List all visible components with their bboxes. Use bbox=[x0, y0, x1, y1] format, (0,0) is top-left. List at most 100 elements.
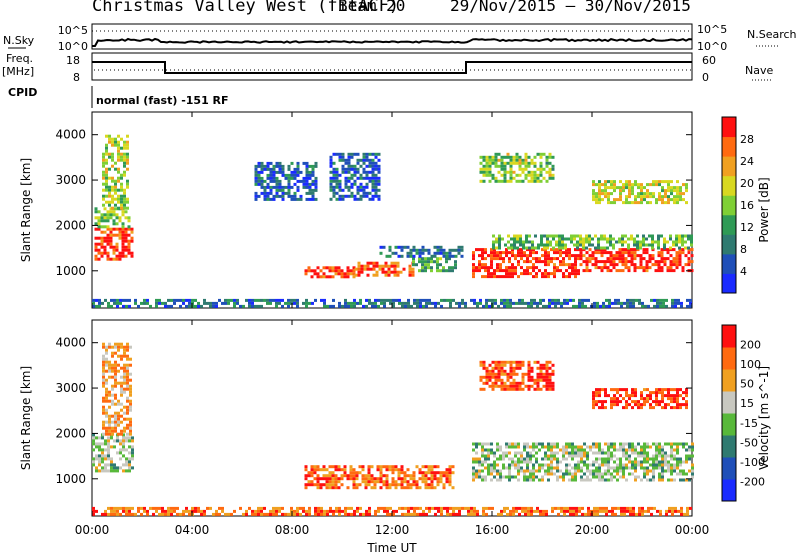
data-cell bbox=[572, 512, 575, 516]
data-cell bbox=[411, 273, 415, 277]
data-cell bbox=[577, 248, 580, 252]
data-cell bbox=[539, 509, 542, 513]
data-cell bbox=[125, 506, 128, 510]
data-cell bbox=[673, 469, 676, 473]
data-cell bbox=[536, 366, 540, 370]
data-cell bbox=[527, 173, 531, 177]
data-cell bbox=[310, 483, 314, 487]
data-cell bbox=[593, 506, 596, 510]
data-cell bbox=[106, 219, 110, 223]
data-cell bbox=[448, 471, 452, 475]
data-cell bbox=[116, 469, 119, 473]
data-cell bbox=[310, 474, 314, 478]
data-cell bbox=[445, 477, 449, 481]
data-cell bbox=[284, 173, 288, 177]
data-cell bbox=[516, 234, 519, 238]
data-cell bbox=[594, 234, 597, 238]
data-cell bbox=[275, 191, 279, 195]
data-cell bbox=[451, 266, 454, 270]
data-cell bbox=[633, 254, 637, 258]
data-cell bbox=[385, 468, 389, 472]
data-cell bbox=[379, 477, 383, 481]
data-cell bbox=[641, 506, 644, 510]
data-cell bbox=[682, 397, 685, 401]
data-cell bbox=[647, 304, 650, 308]
data-cell bbox=[335, 197, 339, 201]
data-cell bbox=[215, 301, 218, 305]
data-cell bbox=[372, 273, 376, 277]
data-cell bbox=[547, 466, 550, 470]
data-cell bbox=[675, 257, 679, 261]
data-cell bbox=[661, 394, 664, 398]
data-cell bbox=[152, 512, 155, 516]
data-cell bbox=[628, 186, 631, 190]
data-cell bbox=[500, 384, 504, 388]
data-cell bbox=[552, 237, 555, 241]
data-cell bbox=[648, 243, 651, 247]
data-cell bbox=[451, 248, 455, 252]
data-cell bbox=[296, 170, 300, 174]
data-cell bbox=[281, 304, 284, 308]
data-cell bbox=[430, 477, 434, 481]
data-cell bbox=[612, 246, 615, 250]
data-cell bbox=[185, 304, 188, 308]
data-cell bbox=[524, 161, 528, 165]
data-cell bbox=[511, 263, 514, 267]
data-cell bbox=[604, 394, 607, 398]
data-cell bbox=[681, 240, 684, 244]
data-cell bbox=[673, 186, 676, 190]
data-cell bbox=[514, 451, 517, 455]
data-cell bbox=[332, 161, 336, 165]
data-cell bbox=[242, 304, 245, 308]
data-cell bbox=[508, 269, 511, 273]
data-cell bbox=[601, 198, 604, 202]
data-cell bbox=[440, 506, 443, 510]
data-cell bbox=[610, 180, 613, 184]
data-cell bbox=[690, 243, 693, 247]
data-cell bbox=[624, 260, 628, 264]
data-cell bbox=[666, 266, 670, 270]
data-cell bbox=[556, 445, 559, 449]
data-cell bbox=[384, 264, 388, 268]
data-cell bbox=[591, 263, 595, 267]
data-cell bbox=[105, 149, 108, 153]
data-cell bbox=[379, 468, 383, 472]
data-cell bbox=[688, 445, 691, 449]
data-cell bbox=[660, 234, 663, 238]
data-cell bbox=[676, 189, 679, 193]
data-cell bbox=[491, 384, 495, 388]
data-cell bbox=[263, 298, 266, 302]
data-cell bbox=[130, 236, 134, 240]
data-cell bbox=[625, 463, 628, 467]
data-cell bbox=[601, 192, 604, 196]
data-cell bbox=[296, 512, 299, 516]
data-cell bbox=[499, 254, 502, 258]
data-cell bbox=[607, 466, 610, 470]
data-cell bbox=[526, 451, 529, 455]
data-cell bbox=[334, 477, 338, 481]
data-cell bbox=[634, 388, 637, 392]
data-cell bbox=[514, 257, 517, 261]
data-cell bbox=[478, 266, 481, 270]
data-cell bbox=[642, 237, 645, 241]
data-cell bbox=[530, 366, 534, 370]
data-cell bbox=[254, 191, 258, 195]
data-cell bbox=[108, 429, 111, 433]
data-cell bbox=[527, 378, 531, 382]
velocity-ylabel: Slant Range [km] bbox=[19, 366, 33, 470]
data-cell bbox=[550, 454, 553, 458]
data-cell bbox=[332, 194, 336, 198]
data-cell bbox=[568, 257, 571, 261]
data-cell bbox=[553, 266, 556, 270]
data-cell bbox=[323, 301, 326, 305]
data-cell bbox=[472, 263, 475, 267]
data-cell bbox=[607, 186, 610, 190]
data-cell bbox=[380, 506, 383, 510]
data-cell bbox=[127, 239, 131, 243]
data-cell bbox=[185, 506, 188, 510]
data-cell bbox=[514, 475, 517, 479]
data-cell bbox=[551, 176, 555, 180]
data-cell bbox=[539, 301, 542, 305]
data-cell bbox=[326, 304, 329, 308]
data-cell bbox=[305, 170, 309, 174]
